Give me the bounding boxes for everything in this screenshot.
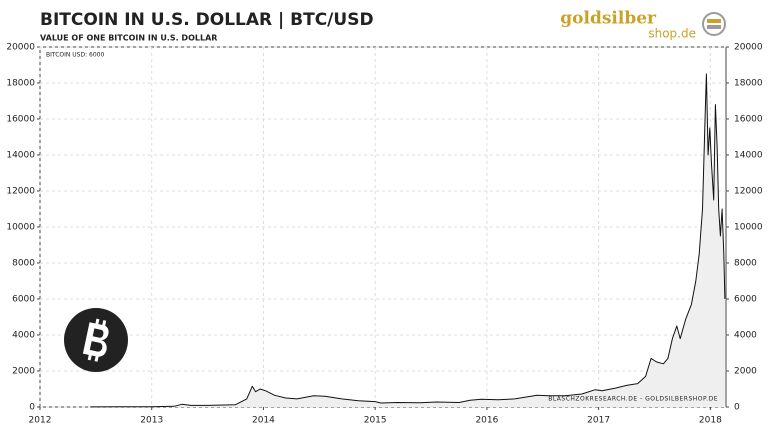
y2-tick-label: 14000 — [734, 151, 763, 161]
y2-tick-label: 10000 — [734, 223, 763, 233]
x-tick-label: 2017 — [587, 416, 610, 426]
bitcoin-icon — [64, 308, 128, 372]
x-tick-label: 2016 — [475, 416, 498, 426]
y2-tick-label: 20000 — [734, 43, 763, 53]
area-fill — [90, 74, 725, 407]
y-tick-label: 10000 — [6, 223, 35, 233]
x-tick-label: 2012 — [29, 416, 52, 426]
logo-icon — [702, 12, 726, 36]
price-line — [90, 73, 726, 408]
y2-tick-label: 2000 — [734, 367, 757, 377]
y-tick-label: 0 — [29, 403, 35, 413]
y-tick-label: 6000 — [12, 295, 35, 305]
y2-tick-label: 12000 — [734, 187, 763, 197]
y2-tick-label: 16000 — [734, 115, 763, 125]
y2-tick-label: 6000 — [734, 295, 757, 305]
chart-title: BITCOIN IN U.S. DOLLAR | BTC/USD — [40, 10, 374, 30]
x-tick-label: 2014 — [252, 416, 275, 426]
chart-subtitle: VALUE OF ONE BITCOIN IN U.S. DOLLAR — [40, 34, 217, 43]
logo-brand: goldsilber — [560, 9, 657, 29]
x-tick-label: 2013 — [140, 416, 163, 426]
y-tick-label: 12000 — [6, 187, 35, 197]
y-tick-label: 18000 — [6, 79, 35, 89]
y-tick-label: 14000 — [6, 151, 35, 161]
y-tick-label: 2000 — [12, 367, 35, 377]
y-tick-label: 4000 — [12, 331, 35, 341]
y-tick-label: 16000 — [6, 115, 35, 125]
y2-tick-label: 18000 — [734, 79, 763, 89]
y2-tick-label: 8000 — [734, 259, 757, 269]
y2-tick-label: 0 — [734, 403, 740, 413]
annotation: BITCOIN USD: 6000 — [46, 52, 104, 59]
x-tick-label: 2015 — [364, 416, 387, 426]
logo-domain: shop.de — [648, 27, 696, 41]
y2-tick-label: 4000 — [734, 331, 757, 341]
source-label: BLASCHZOKRESEARCH.DE - GOLDSILBERSHOP.DE — [548, 396, 718, 403]
y-tick-label: 8000 — [12, 259, 35, 269]
y-tick-label: 20000 — [6, 43, 35, 53]
x-tick-label: 2018 — [699, 416, 722, 426]
